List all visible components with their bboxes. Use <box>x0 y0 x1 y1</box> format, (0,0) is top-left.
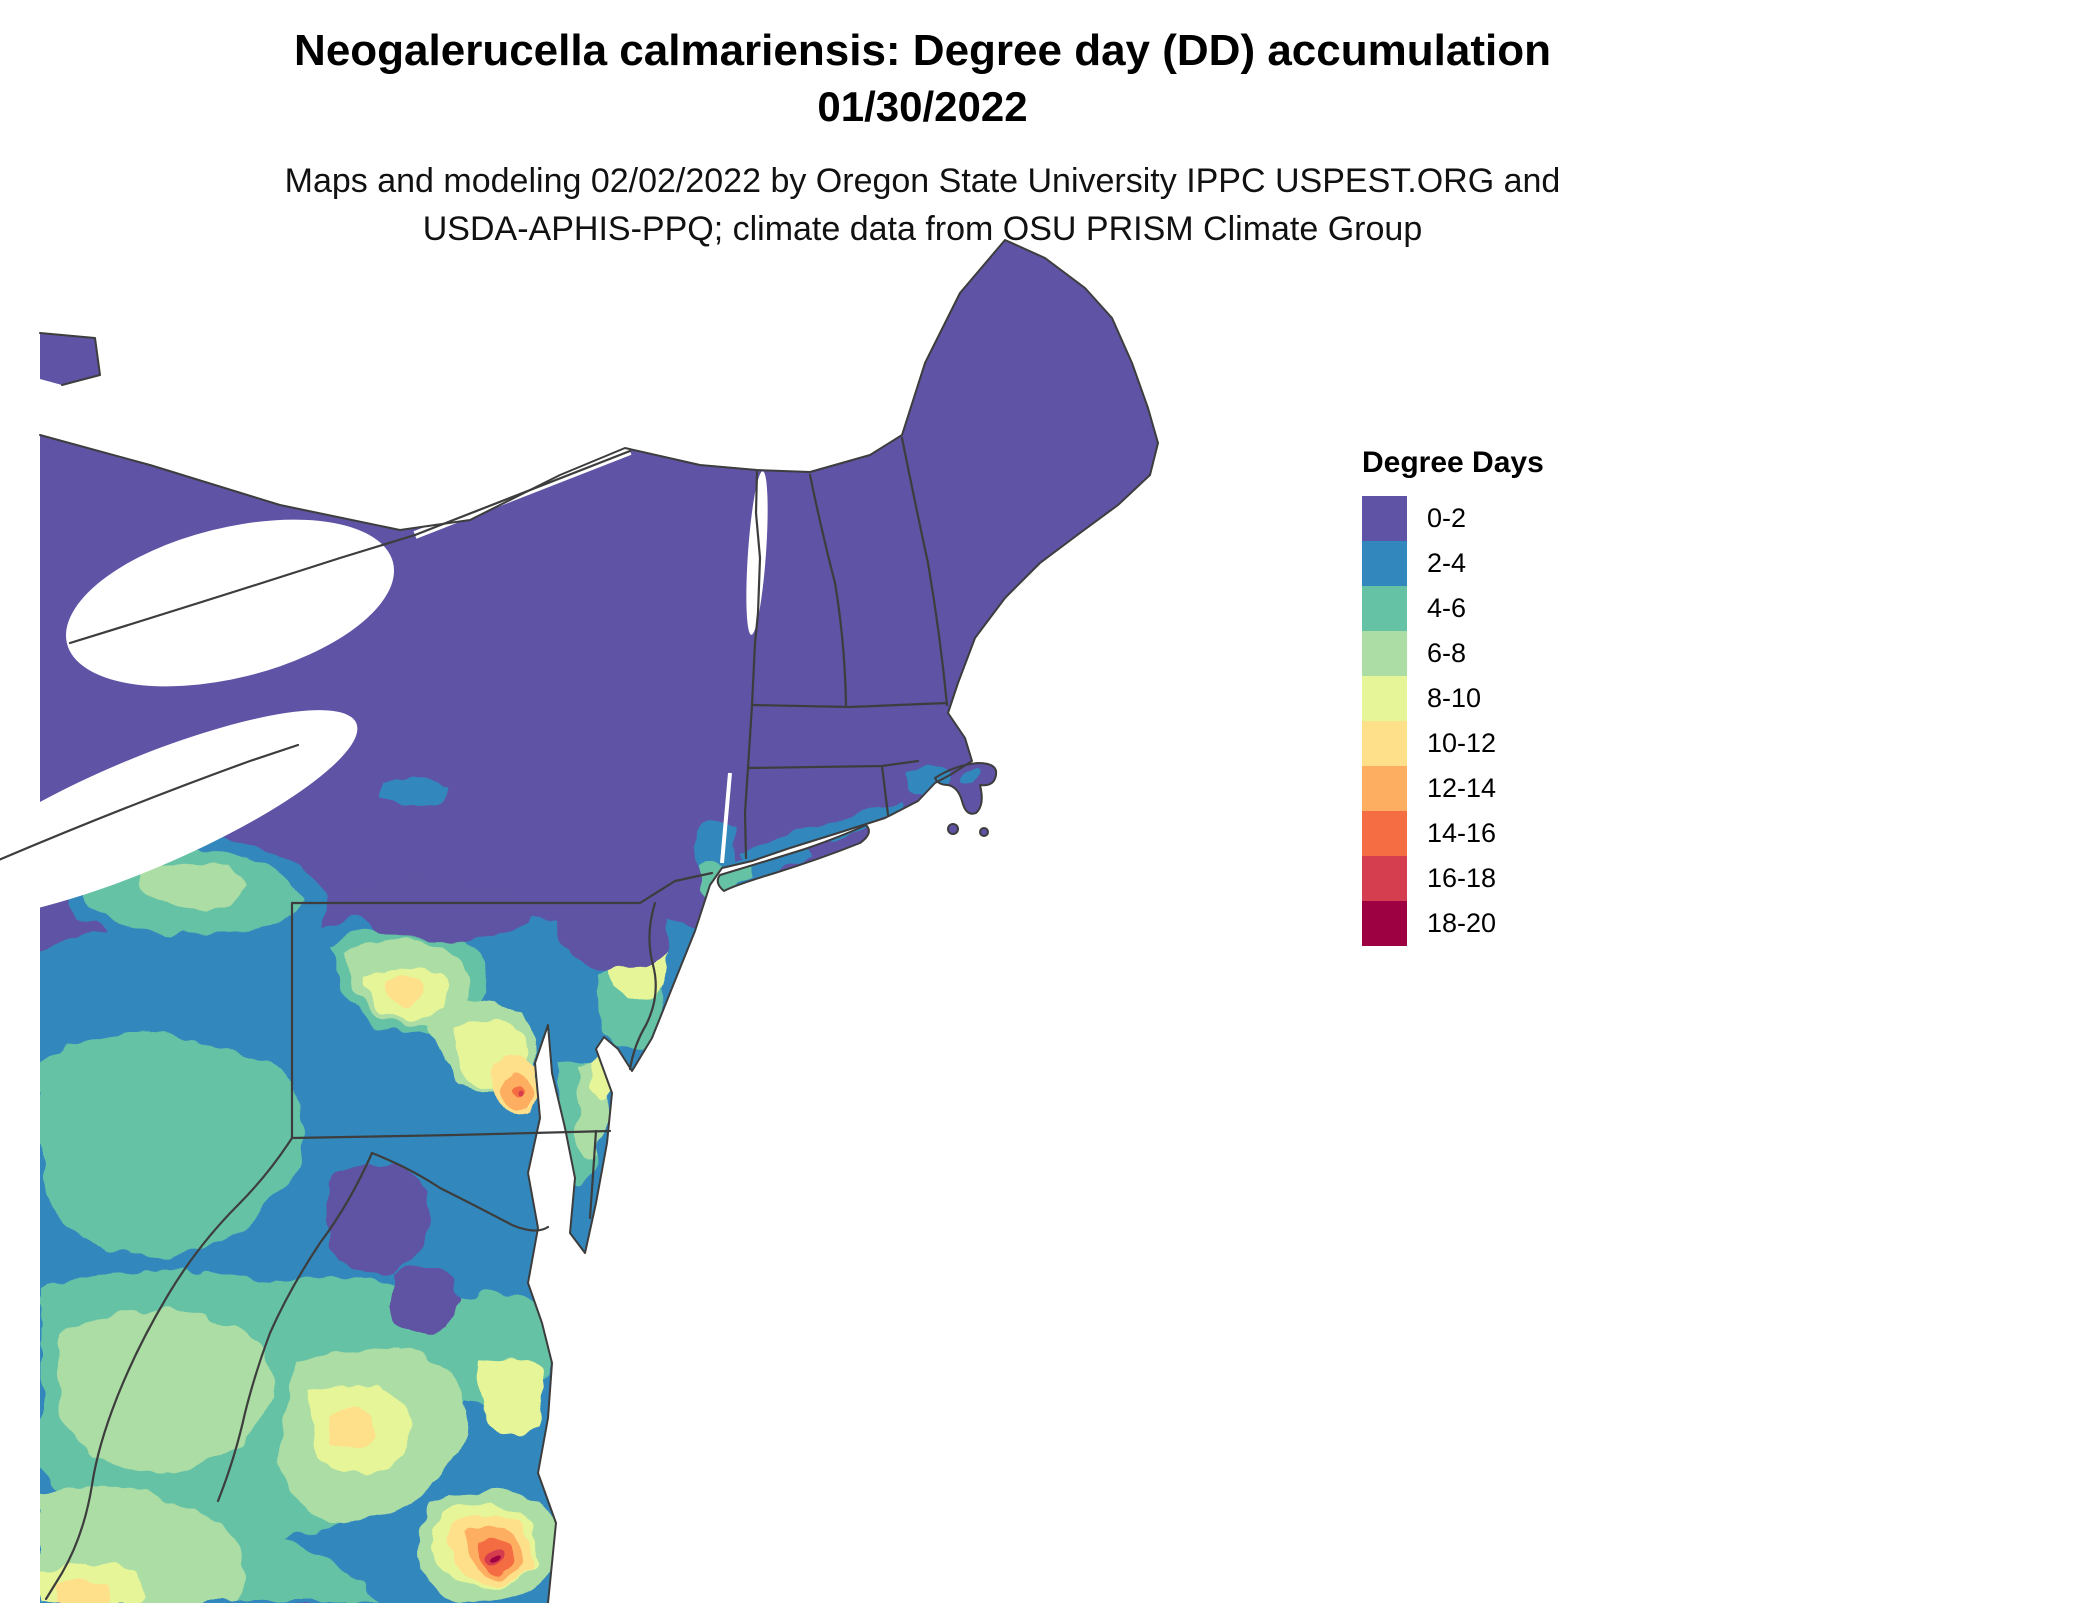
legend-item: 12-14 <box>1362 766 1544 811</box>
legend-swatch <box>1362 631 1407 676</box>
legend-item: 10-12 <box>1362 721 1544 766</box>
legend-swatch <box>1362 856 1407 901</box>
legend-swatch <box>1362 766 1407 811</box>
legend-item: 0-2 <box>1362 496 1544 541</box>
map-caption-line2: USDA-APHIS-PPQ; climate data from OSU PR… <box>422 210 1423 249</box>
legend-item: 8-10 <box>1362 676 1544 721</box>
legend-label: 0-2 <box>1427 503 1467 533</box>
lake-ontario <box>65 519 395 687</box>
legend-label: 18-20 <box>1427 908 1497 938</box>
lake-champlain <box>746 471 768 635</box>
legend-label: 12-14 <box>1427 773 1497 803</box>
coastline <box>39 239 1159 1603</box>
degree-day-raster <box>40 766 976 1603</box>
degree-day-map <box>0 239 1159 1603</box>
legend-label: 10-12 <box>1427 728 1497 758</box>
header: Neogalerucella calmariensis: Degree day … <box>0 26 1845 253</box>
page-title: Neogalerucella calmariensis: Degree day … <box>294 26 1551 75</box>
map-container <box>0 213 1220 1603</box>
legend-swatch <box>1362 901 1407 946</box>
legend-title: Degree Days <box>1362 446 1544 479</box>
dd-purple-remnants <box>324 877 671 1334</box>
legend-swatch <box>1362 586 1407 631</box>
legend-item: 14-16 <box>1362 811 1544 856</box>
legend-swatch <box>1362 496 1407 541</box>
legend-item: 4-6 <box>1362 586 1544 631</box>
legend-label: 6-8 <box>1427 638 1467 668</box>
legend-item: 16-18 <box>1362 856 1544 901</box>
dd-band-18-20 <box>493 1556 501 1564</box>
legend-label: 16-18 <box>1427 863 1497 893</box>
legend-label: 8-10 <box>1427 683 1482 713</box>
legend-swatch <box>1362 811 1407 856</box>
map-caption: Maps and modeling 02/02/2022 by Oregon S… <box>0 157 1845 254</box>
legend-item: 2-4 <box>1362 541 1544 586</box>
page-date: 01/30/2022 <box>817 82 1028 130</box>
legend-item: 18-20 <box>1362 901 1544 946</box>
legend-swatch <box>1362 676 1407 721</box>
legend-label: 2-4 <box>1427 548 1467 578</box>
legend-swatch <box>1362 721 1407 766</box>
legend: Degree Days 0-2 2-4 4-6 6-8 8-10 10-12 1… <box>1362 446 1544 946</box>
legend-label: 4-6 <box>1427 593 1467 623</box>
legend-item: 6-8 <box>1362 631 1544 676</box>
legend-label: 14-16 <box>1427 818 1497 848</box>
map-caption-line1: Maps and modeling 02/02/2022 by Oregon S… <box>284 161 1561 200</box>
legend-swatch <box>1362 541 1407 586</box>
hudson-river <box>720 772 732 864</box>
